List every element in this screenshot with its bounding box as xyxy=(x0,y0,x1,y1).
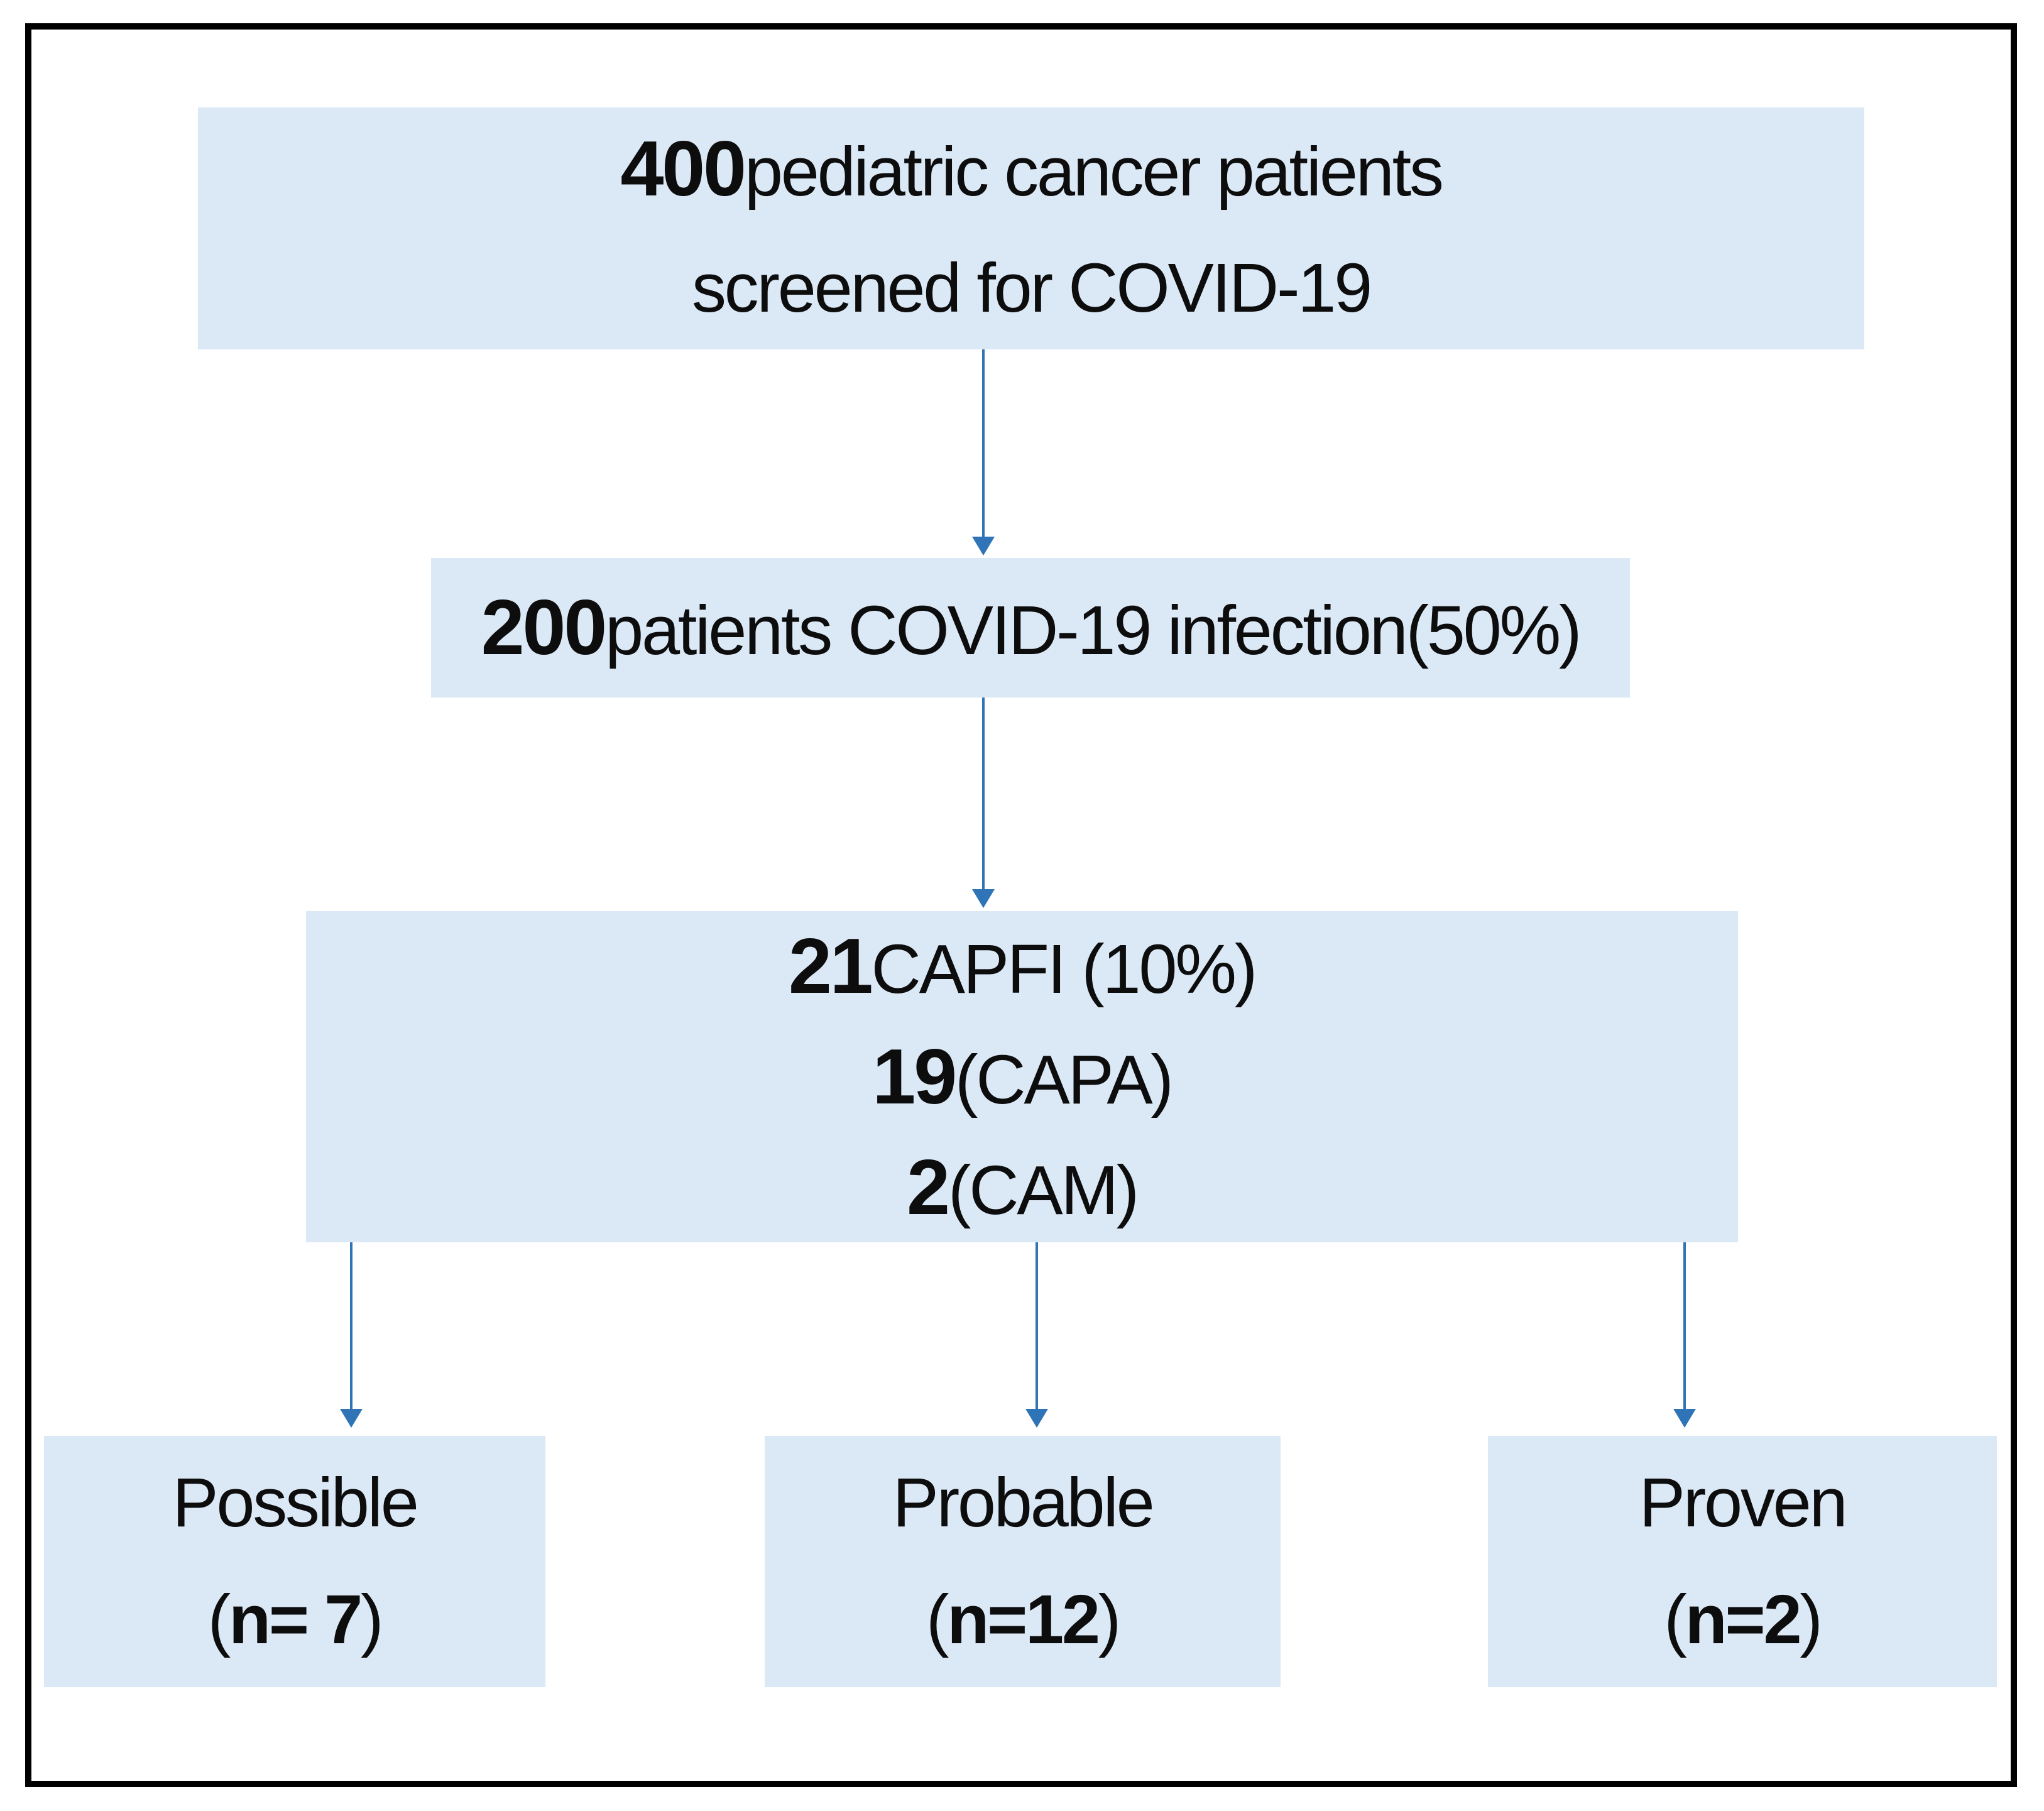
node-possible: Possible (n= 7) xyxy=(44,1436,545,1687)
text-segment: ) xyxy=(1800,1581,1823,1658)
node-probable: Probable (n=12) xyxy=(765,1436,1281,1687)
arrow-line xyxy=(1036,1242,1038,1411)
connector-arrow-covid-to-capfi xyxy=(972,698,995,908)
text-segment: screened for COVID-19 xyxy=(691,249,1372,327)
arrow-down-icon xyxy=(1025,1409,1048,1428)
arrow-line xyxy=(982,698,985,892)
text-segment-bold: 400 xyxy=(620,124,746,212)
node-text-line: 200 patients COVID-19 infection(50%) xyxy=(481,565,1582,691)
text-segment: ( xyxy=(926,1581,949,1658)
node-text-line: 19 (CAPA) xyxy=(872,1022,1174,1132)
text-segment-bold: n=2 xyxy=(1685,1581,1802,1658)
arrow-line xyxy=(350,1242,353,1411)
node-text-line: screened for COVID-19 xyxy=(691,229,1372,348)
text-segment-bold: 200 xyxy=(481,584,608,671)
text-segment: ) xyxy=(360,1581,384,1658)
text-segment: CAPFI (10%) xyxy=(871,930,1258,1008)
node-text-line: (n=12) xyxy=(926,1562,1122,1678)
arrow-down-icon xyxy=(972,537,995,555)
connector-arrow-capfi-to-proven xyxy=(1673,1242,1696,1428)
node-text-line: (n= 7) xyxy=(207,1562,384,1678)
node-text-line: Proven xyxy=(1639,1445,1848,1562)
text-segment: Possible xyxy=(172,1464,419,1541)
text-segment: Probable xyxy=(892,1464,1155,1541)
text-segment: pediatric cancer patients xyxy=(744,133,1444,211)
node-text-line: (n=2) xyxy=(1664,1562,1823,1678)
node-text-line: Possible xyxy=(172,1445,419,1562)
text-segment-bold: 19 xyxy=(872,1032,957,1120)
node-covid-infection: 200 patients COVID-19 infection(50%) xyxy=(431,558,1630,698)
node-text-line: 400 pediatric cancer patients xyxy=(620,109,1444,229)
connector-arrow-capfi-to-possible xyxy=(340,1242,363,1428)
arrow-down-icon xyxy=(340,1409,363,1428)
node-screened-patients: 400 pediatric cancer patients screened f… xyxy=(198,107,1864,349)
arrow-down-icon xyxy=(1673,1409,1696,1428)
text-segment: (CAPA) xyxy=(954,1041,1174,1119)
text-segment-bold: 2 xyxy=(906,1143,950,1231)
text-segment-bold: 21 xyxy=(788,922,873,1010)
node-proven: Proven (n=2) xyxy=(1488,1436,1997,1687)
text-segment: ( xyxy=(1664,1581,1687,1658)
node-capfi-summary: 21 CAPFI (10%) 19 (CAPA) 2 (CAM) xyxy=(306,911,1738,1242)
text-segment: (CAM) xyxy=(948,1151,1140,1229)
node-text-line: 2 (CAM) xyxy=(906,1132,1140,1243)
text-segment: patients COVID-19 infection(50%) xyxy=(605,592,1582,669)
connector-arrow-capfi-to-probable xyxy=(1025,1242,1048,1428)
connector-arrow-screened-to-covid xyxy=(972,349,995,555)
text-segment-bold: n=12 xyxy=(947,1581,1100,1658)
node-text-line: 21 CAPFI (10%) xyxy=(788,911,1258,1022)
arrow-line xyxy=(1683,1242,1686,1411)
arrow-line xyxy=(982,349,985,539)
arrow-down-icon xyxy=(972,889,995,908)
text-segment: ) xyxy=(1098,1581,1122,1658)
text-segment: Proven xyxy=(1639,1464,1848,1541)
node-text-line: Probable xyxy=(892,1445,1155,1562)
figure-border-frame xyxy=(25,23,2017,1787)
text-segment: ( xyxy=(207,1581,231,1658)
text-segment-bold: n= 7 xyxy=(229,1581,363,1658)
